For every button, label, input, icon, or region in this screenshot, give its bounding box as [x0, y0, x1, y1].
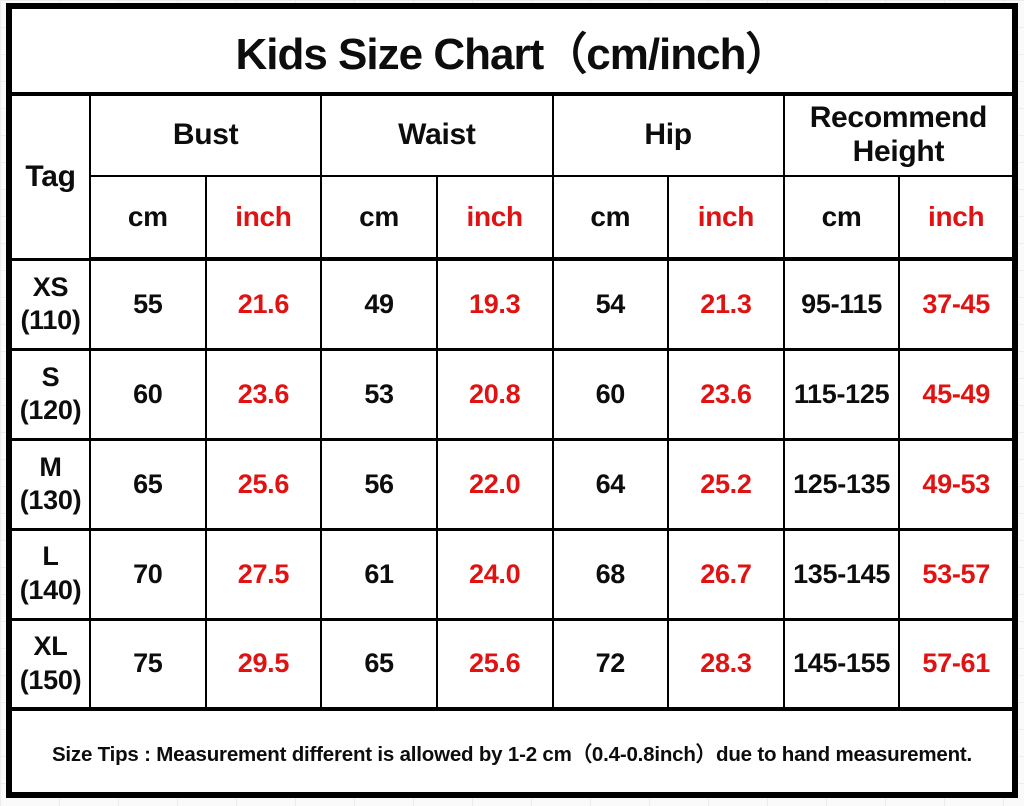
cell-hip-inch: 23.6 — [667, 347, 785, 441]
cell-waist-cm: 61 — [320, 527, 438, 621]
row-tag-label: S — [41, 361, 60, 392]
row-tag-label: XL — [33, 631, 68, 662]
cell-bust-cm: 65 — [89, 437, 207, 531]
row-tag-sublabel: (120) — [19, 395, 82, 426]
unit-header-row: cm inch cm inch cm inch cm inch — [9, 174, 1016, 262]
cell-bust-cm: 55 — [89, 257, 207, 351]
cell-height-inch: 49-53 — [898, 437, 1016, 531]
table-row-s: S (120) 60 23.6 53 20.8 60 23.6 115-125 … — [8, 347, 1016, 441]
cell-bust-inch: 25.6 — [204, 437, 323, 531]
cell-hip-inch: 25.2 — [667, 437, 785, 531]
cell-height-inch: 37-45 — [898, 257, 1016, 351]
column-header-hip: Hip — [551, 92, 785, 177]
group-header-row: Tag Bust Waist Hip Recommend Height — [8, 92, 1017, 261]
cell-hip-cm: 54 — [551, 257, 670, 351]
cell-height-cm: 115-125 — [782, 347, 901, 441]
row-tag-label: XS — [32, 271, 69, 302]
cell-height-inch: 57-61 — [898, 617, 1016, 711]
cell-waist-inch: 19.3 — [435, 257, 554, 351]
cell-hip-cm: 64 — [551, 437, 670, 531]
cell-hip-inch: 28.3 — [667, 617, 785, 711]
row-tag-label: M — [39, 451, 62, 482]
unit-header-waist-inch: inch — [435, 174, 554, 262]
unit-header-height-cm: cm — [782, 174, 901, 262]
cell-waist-inch: 20.8 — [435, 347, 554, 441]
row-tag-cell: XL (150) — [8, 617, 91, 711]
column-header-tag: Tag — [8, 92, 91, 261]
cell-waist-cm: 56 — [320, 437, 438, 531]
cell-waist-cm: 65 — [320, 617, 438, 711]
unit-header-hip-inch: inch — [667, 174, 785, 262]
unit-header-height-inch: inch — [898, 174, 1016, 262]
column-header-recommend-height: Recommend Height — [782, 92, 1017, 177]
unit-header-waist-cm: cm — [320, 174, 438, 262]
size-tips-text: Size Tips : Measurement different is all… — [8, 707, 1016, 797]
cell-waist-inch: 24.0 — [435, 527, 554, 621]
title-row: Kids Size Chart（cm/inch） — [8, 4, 1016, 96]
column-header-bust: Bust — [88, 92, 323, 177]
row-tag-sublabel: (110) — [20, 305, 81, 336]
column-header-waist: Waist — [320, 92, 554, 177]
row-tag-cell: M (130) — [8, 437, 91, 531]
table-row-m: M (130) 65 25.6 56 22.0 64 25.2 125-135 … — [8, 437, 1016, 531]
unit-header-hip-cm: cm — [551, 174, 670, 262]
cell-height-cm: 125-135 — [782, 437, 901, 531]
row-tag-cell: L (140) — [8, 527, 91, 621]
cell-bust-inch: 29.5 — [204, 617, 323, 711]
cell-hip-inch: 26.7 — [667, 527, 785, 621]
cell-height-cm: 135-145 — [782, 527, 901, 621]
unit-header-bust-cm: cm — [89, 174, 207, 262]
cell-waist-cm: 53 — [320, 347, 438, 441]
row-tag-sublabel: (140) — [19, 575, 82, 606]
cell-bust-cm: 75 — [89, 617, 207, 711]
row-tag-sublabel: (150) — [19, 664, 82, 695]
cell-bust-inch: 23.6 — [204, 347, 323, 441]
cell-height-cm: 145-155 — [782, 617, 901, 711]
chart-title: Kids Size Chart（cm/inch） — [8, 4, 1016, 96]
cell-bust-inch: 21.6 — [204, 257, 323, 351]
table-row-xs: XS (110) 55 21.6 49 19.3 54 21.3 95-115 … — [8, 257, 1016, 351]
cell-bust-cm: 60 — [89, 347, 207, 441]
table-row-xl: XL (150) 75 29.5 65 25.6 72 28.3 145-155… — [8, 617, 1016, 711]
cell-hip-cm: 60 — [551, 347, 670, 441]
cell-hip-cm: 68 — [551, 527, 670, 621]
cell-hip-inch: 21.3 — [667, 257, 785, 351]
cell-height-inch: 45-49 — [898, 347, 1016, 441]
cell-waist-inch: 22.0 — [435, 437, 554, 531]
cell-bust-cm: 70 — [89, 527, 207, 621]
cell-hip-cm: 72 — [551, 617, 670, 711]
row-tag-cell: S (120) — [8, 347, 91, 441]
unit-header-bust-inch: inch — [204, 174, 323, 262]
cell-waist-inch: 25.6 — [435, 617, 554, 711]
size-tips-row: Size Tips : Measurement different is all… — [8, 707, 1016, 797]
cell-bust-inch: 27.5 — [204, 527, 323, 621]
row-tag-label: L — [42, 541, 59, 572]
cell-height-cm: 95-115 — [782, 257, 901, 351]
cell-waist-cm: 49 — [320, 257, 438, 351]
row-tag-cell: XS (110) — [8, 257, 91, 351]
row-tag-sublabel: (130) — [19, 485, 82, 516]
table-row-l: L (140) 70 27.5 61 24.0 68 26.7 135-145 … — [8, 527, 1016, 621]
kids-size-chart-table: Kids Size Chart（cm/inch） Tag Bust Waist … — [6, 3, 1018, 798]
cell-height-inch: 53-57 — [898, 527, 1016, 621]
